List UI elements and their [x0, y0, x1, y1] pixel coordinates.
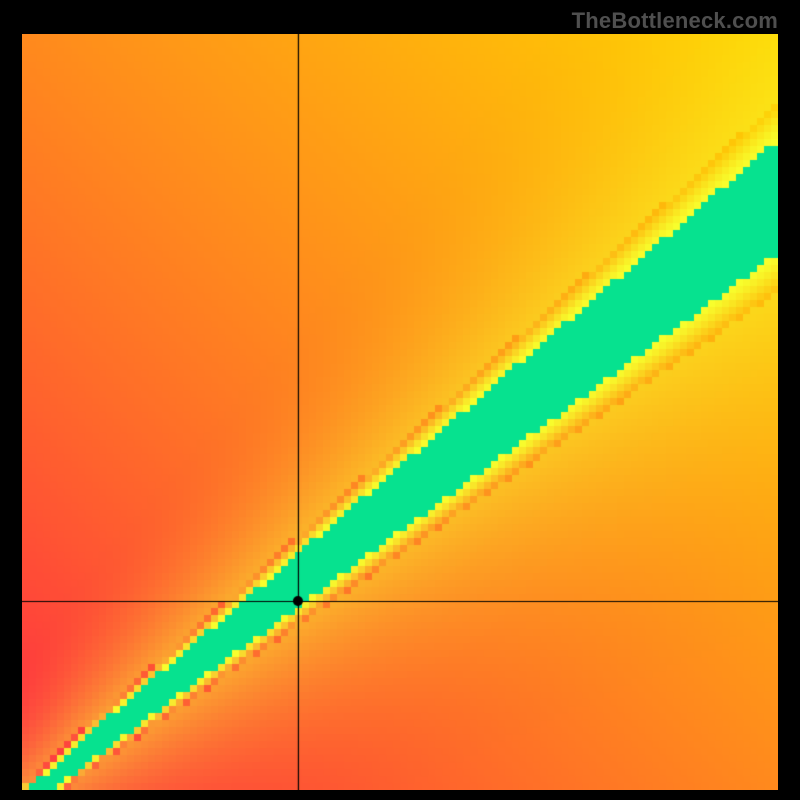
plot-area — [22, 34, 778, 790]
watermark-text: TheBottleneck.com — [572, 8, 778, 34]
chart-container: TheBottleneck.com — [0, 0, 800, 800]
heatmap-canvas — [22, 34, 778, 790]
